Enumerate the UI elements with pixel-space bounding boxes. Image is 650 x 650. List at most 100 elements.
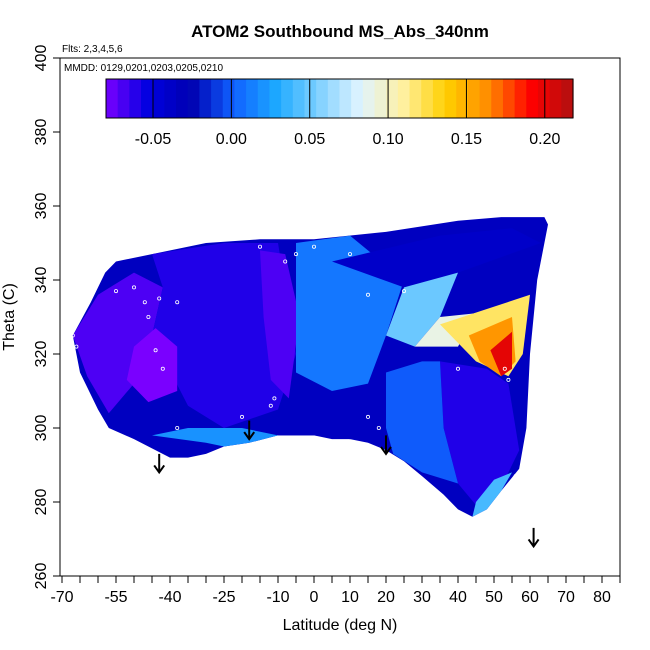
colorbar-cell-37 (537, 79, 551, 118)
colorbar-cell-38 (549, 79, 562, 118)
colorbar-cell-7 (187, 79, 200, 118)
colorbar-cell-5 (164, 79, 177, 118)
colorbar: -0.05 0.00 0.05 0.10 0.15 0.20 (105, 78, 574, 148)
sample-point-28 (520, 462, 525, 467)
colorbar-cell-27 (421, 79, 434, 118)
x-tick-label-2: -40 (158, 589, 181, 606)
colorbar-cell-28 (432, 79, 446, 118)
colorbar-cell-16 (292, 79, 306, 118)
sample-point-15 (272, 396, 277, 401)
colorbar-cell-2 (129, 79, 142, 118)
x-tick-label-6: 10 (341, 589, 359, 606)
colorbar-tick-label-2: 0.05 (294, 131, 325, 148)
colorbar-cell-23 (374, 79, 387, 118)
sample-point-13 (239, 414, 244, 419)
colorbar-cell-0 (106, 79, 119, 118)
x-tick-label-1: -55 (104, 589, 127, 606)
colorbar-cell-19 (327, 79, 341, 118)
colorbar-cell-15 (281, 79, 294, 118)
x-axis-label: Latitude (deg N) (283, 617, 398, 634)
field-region-14 (472, 472, 512, 517)
sample-point-0 (70, 333, 75, 338)
field-region-11 (490, 331, 512, 377)
colorbar-tick-label-0: -0.05 (135, 131, 172, 148)
sample-point-4 (114, 289, 119, 294)
sample-point-2 (81, 292, 86, 297)
sample-point-1 (74, 344, 79, 349)
sample-point-12 (175, 425, 180, 430)
x-tick-label-8: 30 (413, 589, 431, 606)
dates-annotation: MMDD: 0129,0201,0203,0205,0210 (64, 63, 223, 74)
y-tick-label-1: 280 (33, 489, 50, 516)
sample-point-17 (293, 252, 298, 257)
colorbar-cell-22 (362, 79, 376, 118)
sample-point-9 (175, 300, 180, 305)
field-region-2 (126, 328, 178, 403)
field-region-7 (386, 272, 458, 347)
x-tick-label-12: 70 (557, 589, 575, 606)
y-tick-label-4: 340 (33, 267, 50, 294)
colorbar-cell-1 (117, 79, 130, 118)
field-region-13 (386, 361, 458, 484)
colorbar-cell-4 (152, 79, 165, 118)
sample-point-21 (365, 414, 370, 419)
colorbar-tick-label-1: 0.00 (216, 131, 247, 148)
colorbar-cell-8 (199, 79, 212, 118)
colorbar-cell-6 (176, 79, 189, 118)
sample-point-14 (268, 403, 273, 408)
sample-point-16 (283, 259, 288, 264)
arrows (153, 420, 540, 549)
sample-point-24 (401, 289, 406, 294)
field-region-0 (72, 272, 163, 414)
colorbar-cell-30 (456, 79, 469, 118)
colorbar-cell-24 (386, 79, 399, 118)
arrow-0 (153, 453, 166, 475)
sample-point-30 (484, 511, 489, 516)
x-tick-label-10: 50 (485, 589, 503, 606)
colorbar-cell-11 (234, 79, 247, 118)
colorbar-tick-label-5: 0.20 (529, 131, 560, 148)
sample-point-8 (157, 296, 162, 301)
sample-point-23 (365, 292, 370, 297)
field-region-4 (278, 398, 390, 440)
field-region-6 (332, 228, 541, 288)
sample-point-22 (376, 425, 381, 430)
chart-title: ATOM2 Southbound MS_Abs_340nm (191, 22, 489, 41)
sample-point-26 (502, 366, 507, 371)
x-tick-label-7: 20 (377, 589, 395, 606)
field-region-12 (440, 361, 520, 510)
arrow-2 (380, 435, 392, 456)
x-tick-label-5: 0 (310, 589, 319, 606)
colorbar-cell-17 (304, 79, 317, 118)
colorbar-cell-29 (444, 79, 457, 118)
colorbar-tick-label-4: 0.15 (451, 131, 482, 148)
colorbar-cell-35 (514, 79, 527, 118)
y-tick-label-0: 260 (33, 563, 50, 590)
sample-point-7 (146, 314, 151, 319)
colorbar-tick-label-3: 0.10 (373, 131, 404, 148)
sample-point-5 (131, 285, 136, 290)
colorbar-cell-3 (141, 79, 154, 118)
x-tick-label-0: -70 (50, 589, 73, 606)
x-tick-label-9: 40 (449, 589, 467, 606)
field-region-15 (152, 428, 278, 447)
colorbar-cell-31 (467, 79, 481, 118)
y-tick-label-2: 300 (33, 415, 50, 442)
sample-point-20 (347, 252, 352, 257)
colorbar-cell-33 (491, 79, 504, 118)
colorbar-cell-20 (339, 79, 352, 118)
colorbar-cell-34 (502, 79, 516, 118)
sample-point-27 (506, 377, 511, 382)
x-tick-label-4: -10 (266, 589, 289, 606)
arrow-1 (243, 420, 256, 441)
field-region-3 (260, 250, 300, 399)
sample-point-6 (142, 300, 147, 305)
colorbar-cell-10 (222, 79, 236, 118)
x-tick-label-13: 80 (593, 589, 611, 606)
colorbar-cell-9 (211, 79, 224, 118)
x-tick-label-11: 60 (521, 589, 539, 606)
sample-point-11 (160, 366, 165, 371)
colorbar-cell-36 (526, 79, 539, 118)
y-tick-label-7: 400 (33, 45, 50, 72)
data-field (72, 217, 549, 517)
